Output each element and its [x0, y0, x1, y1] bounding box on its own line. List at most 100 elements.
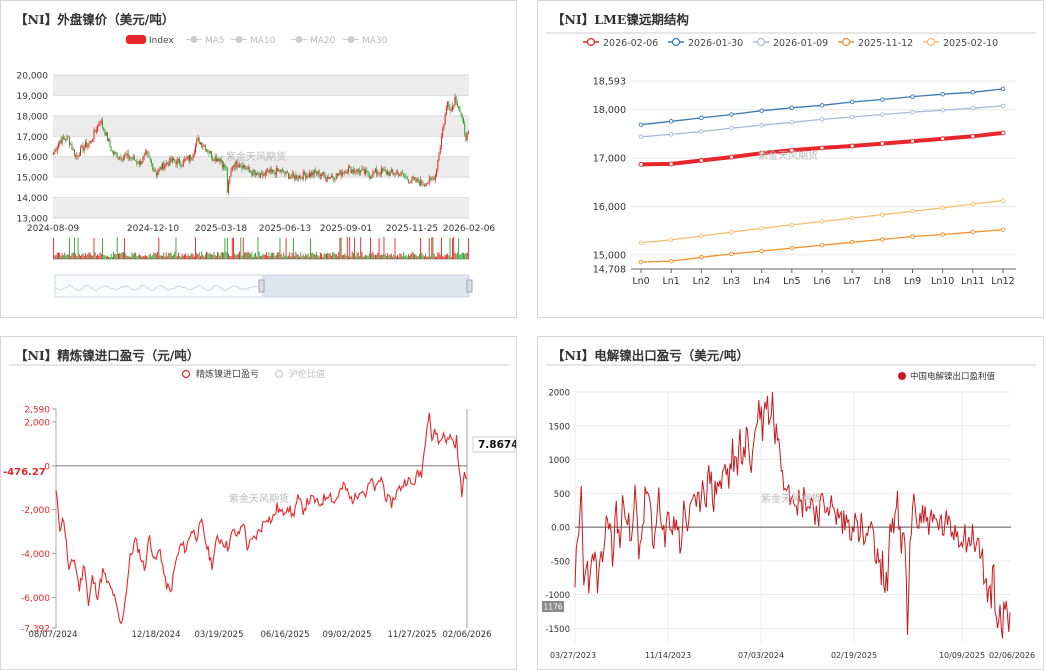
candle-body [157, 172, 159, 176]
candle-body [456, 103, 458, 107]
candle-body [218, 158, 220, 162]
candle-body [461, 115, 463, 119]
series-point [638, 161, 644, 167]
candle-body [354, 171, 356, 173]
legend-item-index[interactable]: Index [126, 35, 174, 46]
candle-body [365, 170, 367, 174]
legend-label: 精炼镍进口盈亏 [196, 368, 259, 380]
legend-item-2026-01-09[interactable]: 2026-01-09 [753, 37, 828, 49]
candle-body [333, 177, 335, 180]
candle-body [311, 172, 313, 177]
candle-body [453, 105, 455, 107]
candle-body [108, 139, 110, 142]
candle-body [148, 154, 150, 158]
candle-body [336, 173, 338, 176]
candle-body [255, 172, 256, 175]
candle-body [61, 136, 63, 144]
candle-body [117, 157, 119, 159]
ratio-value-box [472, 436, 516, 453]
zoom-handle-right[interactable] [466, 279, 473, 293]
legend-item-0[interactable]: 精炼镍进口盈亏 [181, 368, 260, 380]
candle-body [195, 145, 197, 153]
candle-body [301, 177, 303, 180]
candle-body [258, 174, 260, 178]
candle-body [368, 175, 370, 179]
legend-item-ma20[interactable]: MA20 [291, 36, 336, 46]
legend-item-export[interactable]: 中国电解镍出口盈利值 [898, 371, 996, 382]
y-tick-label: 20,000 [17, 72, 49, 82]
watermark-text: 紫金天风期货 [761, 492, 821, 505]
candle-body [210, 151, 212, 158]
candle-body [99, 122, 101, 125]
candle-body [401, 172, 403, 174]
x-tick-label: 11/27/2025 [388, 630, 437, 640]
candle-body [296, 175, 298, 179]
series-point [759, 122, 764, 128]
candle-body [65, 139, 67, 141]
legend-item-2025-11-12[interactable]: 2025-11-12 [838, 37, 913, 49]
y-tick-label: -2,000 [21, 506, 50, 516]
candle-body [367, 171, 369, 176]
candle-body [410, 180, 412, 183]
x-tick-label: Ln9 [904, 276, 921, 287]
legend-item-ma10[interactable]: MA10 [231, 36, 276, 46]
candle-body [344, 171, 346, 174]
legend-swatch [926, 37, 936, 47]
candle-body [170, 158, 172, 162]
candle-body [433, 177, 435, 181]
candle-body [197, 137, 199, 141]
candle-body [343, 172, 345, 174]
legend-item-2026-01-30[interactable]: 2026-01-30 [668, 37, 743, 49]
candle-body [164, 165, 166, 169]
candle-body [393, 172, 395, 175]
x-tick-label: 2025-03-18 [195, 224, 248, 234]
candle-body [444, 114, 446, 125]
candle-body [204, 145, 206, 150]
candle-body [425, 184, 427, 187]
y-tick-label: 14,000 [17, 194, 49, 204]
candle-body [143, 154, 145, 157]
candle-body [295, 175, 297, 180]
candle-body [395, 172, 397, 175]
legend-item-2025-02-10[interactable]: 2025-02-10 [923, 37, 998, 49]
series-point [668, 258, 674, 264]
candle-body [239, 165, 241, 167]
candle-body [278, 170, 280, 172]
legend-item-ma30[interactable]: MA30 [343, 36, 388, 46]
legend-item-ma5[interactable]: MA5 [186, 36, 225, 46]
candle-body [242, 165, 244, 169]
candle-body [176, 159, 178, 165]
legend-item-2026-02-06[interactable]: 2026-02-06 [583, 37, 658, 49]
candle-body [308, 173, 310, 177]
legend-swatch [295, 36, 303, 43]
candle-body [421, 179, 423, 185]
candle-body [230, 170, 232, 177]
candle-body [426, 183, 428, 187]
candle-body [422, 184, 424, 186]
candle-body [314, 170, 316, 173]
candle-body [279, 170, 281, 172]
watermark-text: 紫金天风期货 [758, 149, 818, 162]
legend-label: Index [149, 36, 174, 46]
candle-body [72, 149, 74, 151]
series-point [699, 233, 704, 239]
panel-nickel-price: 【NI】外盘镍价（美元/吨） Index MA5 MA10 MA20 MA30 13,00… [0, 0, 517, 318]
candle-body [221, 161, 223, 168]
candle-body [82, 145, 84, 151]
candle-body [378, 172, 380, 174]
candle-body [226, 169, 228, 193]
zoom-handle-left[interactable] [258, 279, 265, 293]
candle-body [384, 169, 386, 171]
y-tick-label: 14,708 [593, 265, 626, 276]
candle-body [269, 169, 271, 173]
legend-item-1[interactable]: 沪伦比值 [274, 368, 326, 380]
candle-body [212, 157, 214, 160]
candle-body [257, 172, 259, 175]
y-tick-label: -6,000 [21, 594, 50, 604]
candle-body [361, 169, 363, 171]
series-point [940, 205, 945, 211]
candle-body [88, 142, 90, 145]
watermark-text: 紫金天风期货 [226, 150, 286, 163]
legend-label: MA10 [250, 36, 276, 46]
panel-import-profit: 【NI】精炼镍进口盈亏（元/吨） 精炼镍进口盈亏 沪伦比值 2,590 2,000 0-… [0, 336, 517, 670]
